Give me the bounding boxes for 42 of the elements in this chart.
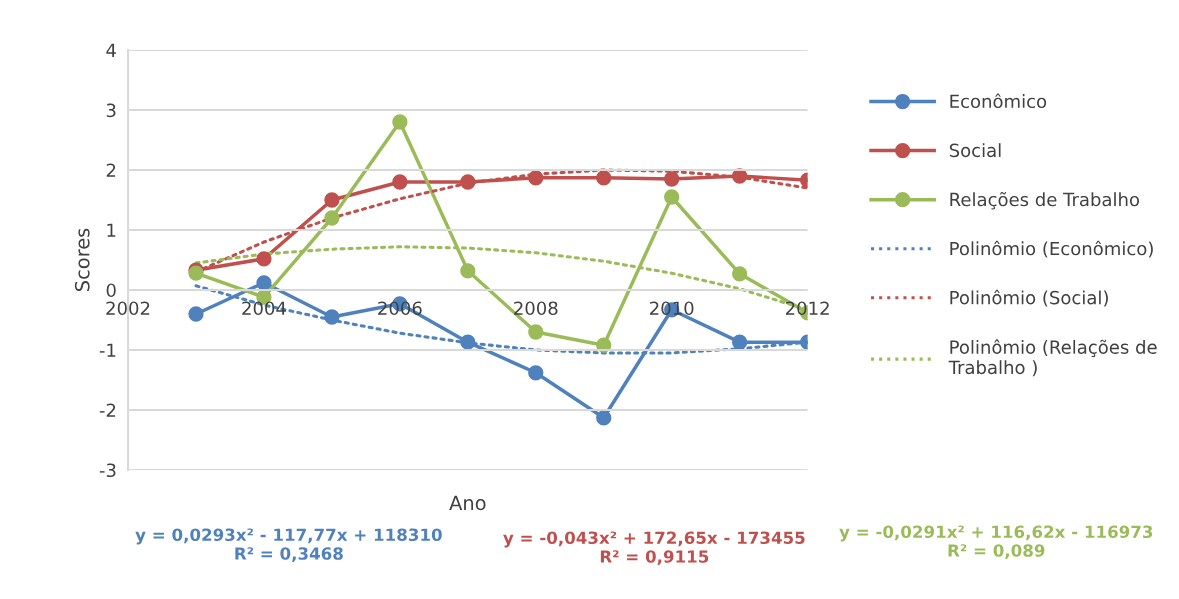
point [392, 174, 408, 190]
legend-label: Polinômio (Social) [950, 289, 1108, 307]
point [732, 334, 748, 350]
point [528, 365, 544, 381]
y-tick-label: 4 [106, 43, 116, 57]
x-tick-label: 2002 [106, 301, 150, 316]
y-tick-label: 3 [106, 103, 116, 118]
point [732, 266, 748, 282]
point [596, 410, 612, 426]
point [460, 334, 476, 350]
point [256, 251, 272, 267]
point [324, 192, 340, 208]
point [460, 174, 476, 190]
legend-label: Relações de Trabalho [950, 191, 1140, 210]
text: y = 0,0293x² - 117,77x + 118310 R² = 0,3468 [135, 528, 442, 562]
point [324, 309, 340, 325]
x-tick-label: 2008 [514, 301, 558, 316]
y-tick-label: 1 [107, 223, 116, 237]
y-tick-label: -3 [99, 463, 116, 478]
point [664, 189, 680, 205]
point [392, 114, 408, 130]
legend-label: Social [949, 143, 1001, 158]
point [324, 210, 340, 226]
legend-label: Polinômio (Econômico) [950, 240, 1153, 258]
y-tick-label: 0 [106, 283, 116, 298]
point [596, 170, 612, 186]
point [256, 275, 272, 291]
legend-label: Polinômio (Relações de Trabalho ) [948, 339, 1157, 377]
x-axis-title: Ano [449, 495, 486, 511]
y-axis-title: Scores [74, 228, 90, 292]
y-tick-label: 2 [106, 163, 116, 177]
point [528, 324, 544, 340]
y-tick-label: -1 [99, 343, 116, 357]
text: y = -0,0291x² + 116,62x - 116973 R² = 0,089 [839, 525, 1153, 559]
y-tick-label: -2 [99, 403, 116, 417]
legend-label: Econômico [950, 93, 1047, 109]
point [528, 170, 544, 186]
point [664, 171, 680, 187]
point [188, 306, 204, 322]
point [460, 263, 476, 279]
x-tick-label: 2004 [242, 301, 286, 316]
text: y = -0,043x² + 172,65x - 173455 R² = 0,9115 [503, 531, 805, 565]
